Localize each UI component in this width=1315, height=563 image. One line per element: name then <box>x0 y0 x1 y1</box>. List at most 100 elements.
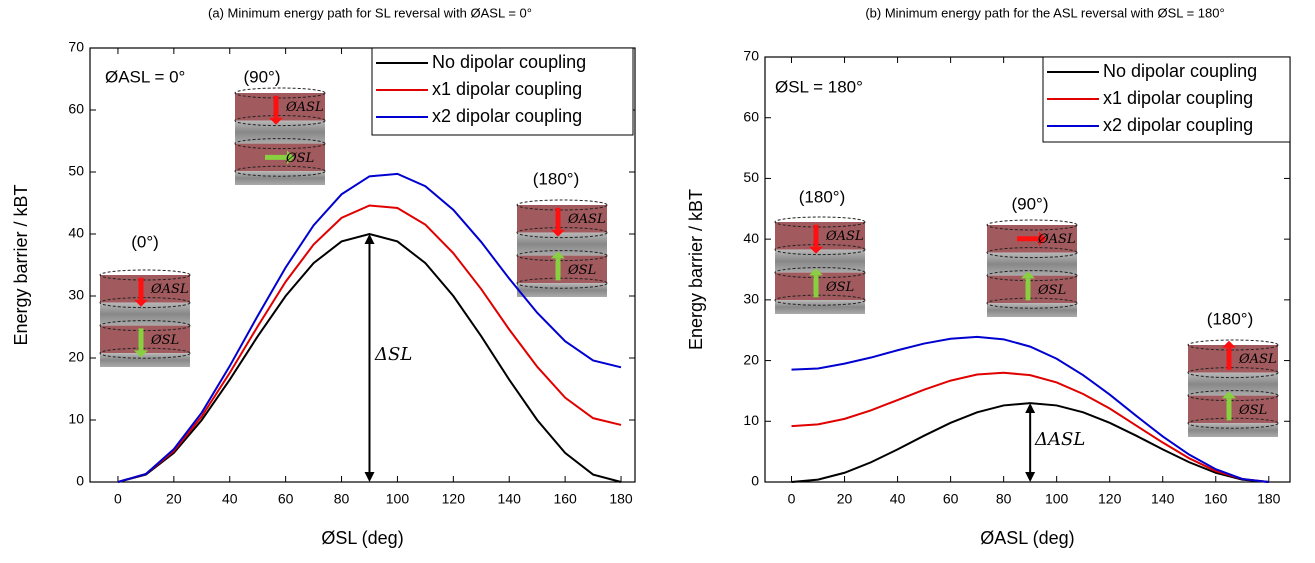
barrier-label: ΔSL <box>374 344 412 365</box>
inset-top-label: ØASL <box>825 229 864 244</box>
inset-arrowhead <box>551 251 565 259</box>
legend-label: x1 dipolar coupling <box>432 79 582 99</box>
inset-arrowhead <box>269 117 283 125</box>
inset-arrowhead <box>809 246 823 254</box>
x-tick-label: 180 <box>609 491 633 507</box>
inset-edge <box>1187 390 1279 402</box>
x-tick-label: 20 <box>166 491 182 507</box>
inset-layer <box>1188 423 1278 437</box>
inset-edge <box>1187 339 1279 351</box>
x-tick-label: 80 <box>334 491 350 507</box>
inset-bottom-label: ØSL <box>567 263 596 278</box>
y-tick-label: 20 <box>68 349 84 365</box>
inset-edge <box>234 87 326 99</box>
x-tick-label: 20 <box>837 491 853 507</box>
inset-label: (180°) <box>533 169 579 188</box>
y-tick-label: 10 <box>743 412 759 428</box>
inset-layer <box>775 249 865 273</box>
inset-layer <box>235 120 325 144</box>
inset-edge <box>986 247 1078 259</box>
inset-layer <box>517 283 607 297</box>
inset-bottom-label: ØSL <box>825 280 854 295</box>
inset-edge <box>234 138 326 150</box>
inset-edge <box>99 297 191 309</box>
inset-label: (180°) <box>799 187 845 206</box>
plot-frame <box>764 56 1291 483</box>
y-tick-label: 40 <box>743 230 759 246</box>
x-tick-label: 40 <box>222 491 238 507</box>
line-series <box>791 402 1269 483</box>
x-tick-label: 40 <box>890 491 906 507</box>
inset-edge <box>986 297 1078 309</box>
barrier-label: ΔASL <box>1034 429 1085 450</box>
inset-arrowhead <box>809 268 823 276</box>
x-tick-label: 120 <box>442 491 466 507</box>
inset-layer <box>100 353 190 367</box>
x-tick-label: 120 <box>1098 491 1122 507</box>
x-tick-label: 0 <box>788 491 796 507</box>
y-tick-label: 40 <box>68 225 84 241</box>
inset-edge <box>99 347 191 359</box>
x-axis-label: ØASL (deg) <box>980 528 1074 548</box>
inset-arrowhead <box>551 229 565 237</box>
line-series <box>117 204 622 483</box>
inset-edge <box>774 216 866 228</box>
inset-edge <box>986 219 1078 231</box>
inset-edge <box>774 294 866 306</box>
legend-label: No dipolar coupling <box>432 52 586 72</box>
x-tick-label: 140 <box>1151 491 1175 507</box>
inset-arrowhead <box>134 299 148 307</box>
y-tick-label: 0 <box>76 473 84 489</box>
y-tick-label: 70 <box>743 48 759 64</box>
inset-label: (180°) <box>1207 309 1253 328</box>
inset-layer <box>775 300 865 314</box>
y-tick-label: 50 <box>743 169 759 185</box>
inset-bottom-label: ØSL <box>1238 403 1267 418</box>
y-tick-label: 30 <box>743 291 759 307</box>
inset-label: (90°) <box>1011 194 1048 213</box>
x-tick-label: 180 <box>1257 491 1281 507</box>
legend-label: x1 dipolar coupling <box>1103 88 1253 108</box>
inset-top-label: ØASL <box>1238 352 1277 367</box>
y-axis-label: Energy barrier / kBT <box>686 189 706 350</box>
inset-top-label: ØASL <box>150 282 189 297</box>
x-tick-label: 0 <box>114 491 122 507</box>
y-tick-label: 50 <box>68 163 84 179</box>
inset-edge <box>516 199 608 211</box>
line-series <box>791 371 1269 483</box>
x-tick-label: 100 <box>1045 491 1069 507</box>
chart-title: (a) Minimum energy path for SL reversal … <box>208 5 532 20</box>
x-tick-label: 100 <box>386 491 410 507</box>
inset-layer <box>987 252 1077 276</box>
inset-edge <box>234 115 326 127</box>
inset-bottom-label: ØSL <box>1037 283 1066 298</box>
inset-top-label: ØASL <box>1037 232 1076 247</box>
line-series <box>791 335 1269 483</box>
inset-arrowhead <box>1222 391 1236 399</box>
y-axis-label: Energy barrier / kBT <box>11 184 31 345</box>
inset-arrowhead <box>1021 271 1035 279</box>
plot-frame <box>89 47 636 483</box>
inset-arrowhead <box>287 150 294 165</box>
inset-edge <box>99 320 191 332</box>
inset-layer <box>235 171 325 185</box>
inset-layer <box>517 232 607 256</box>
inset-bottom-label: ØSL <box>150 333 179 348</box>
y-tick-label: 30 <box>68 287 84 303</box>
y-tick-label: 60 <box>743 108 759 124</box>
inset-arrowhead <box>134 350 148 358</box>
inset-layer <box>100 302 190 326</box>
x-tick-label: 160 <box>1204 491 1228 507</box>
legend-label: x2 dipolar coupling <box>432 106 582 126</box>
x-tick-label: 80 <box>996 491 1012 507</box>
x-tick-label: 140 <box>498 491 522 507</box>
inset-bottom-label: ØSL <box>285 151 314 166</box>
x-tick-label: 60 <box>943 491 959 507</box>
inset-edge <box>986 270 1078 282</box>
annotation: ØASL = 0° <box>105 67 185 86</box>
y-tick-label: 10 <box>68 411 84 427</box>
line-series <box>117 172 622 483</box>
y-tick-label: 60 <box>68 101 84 117</box>
